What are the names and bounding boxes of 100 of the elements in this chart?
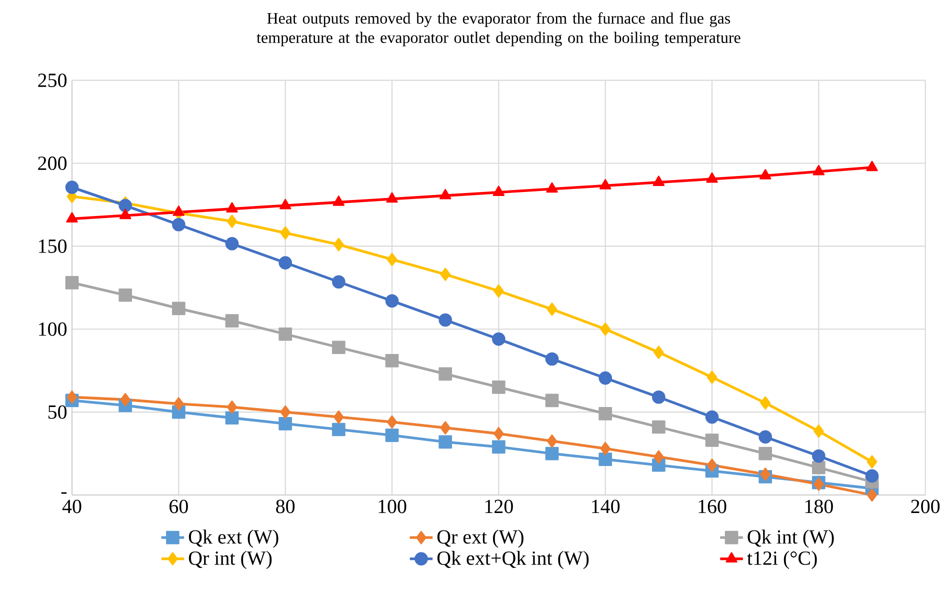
point bbox=[279, 198, 292, 210]
x-tick-label: 180 bbox=[805, 500, 833, 514]
point bbox=[65, 276, 79, 290]
point bbox=[119, 208, 132, 220]
y-tick-label: 250 bbox=[38, 74, 67, 88]
point bbox=[706, 458, 718, 472]
point bbox=[225, 237, 239, 250]
point bbox=[598, 407, 612, 420]
point bbox=[492, 332, 506, 346]
point bbox=[278, 256, 292, 270]
y-tick-label: - bbox=[61, 492, 67, 494]
x-tick-label: 160 bbox=[698, 500, 726, 514]
point bbox=[865, 469, 879, 483]
point bbox=[866, 455, 878, 468]
point bbox=[654, 346, 664, 360]
point bbox=[66, 390, 78, 404]
point bbox=[652, 390, 666, 404]
point bbox=[174, 397, 184, 410]
y-tick-label: 200 bbox=[38, 156, 67, 170]
point bbox=[385, 294, 399, 308]
point bbox=[814, 424, 824, 438]
point bbox=[492, 186, 505, 196]
point bbox=[760, 468, 771, 481]
point bbox=[332, 422, 346, 436]
point bbox=[225, 411, 239, 425]
x-tick-label: 80 bbox=[276, 500, 295, 514]
point bbox=[600, 442, 611, 456]
point bbox=[494, 284, 504, 298]
point bbox=[492, 380, 506, 394]
y-tick-label: 50 bbox=[48, 405, 67, 419]
y-tick-label: 100 bbox=[39, 322, 67, 336]
point bbox=[332, 275, 346, 289]
point bbox=[545, 446, 559, 460]
x-tick-label: 40 bbox=[62, 500, 82, 514]
point bbox=[65, 180, 79, 194]
point bbox=[440, 421, 451, 434]
point bbox=[226, 214, 238, 228]
point bbox=[120, 392, 131, 406]
y-tick-label: 150 bbox=[39, 239, 67, 253]
point bbox=[546, 434, 558, 448]
point bbox=[758, 430, 772, 444]
point bbox=[280, 226, 291, 240]
point bbox=[118, 288, 132, 302]
point bbox=[758, 446, 772, 460]
x-tick-label: 200 bbox=[911, 500, 940, 514]
chart-title: Heat outputs removed by the evaporator from the furnace and flue gas temperature at the evaporator outlet depending on the boiling temperature bbox=[256, 12, 740, 46]
point bbox=[332, 340, 346, 354]
point bbox=[438, 313, 452, 327]
legend-label: Qk ext+Qk int (W) bbox=[437, 550, 589, 569]
point bbox=[652, 176, 665, 186]
point bbox=[118, 198, 132, 212]
point bbox=[278, 327, 292, 341]
legend-label: Qk ext (W) bbox=[188, 530, 278, 548]
point bbox=[705, 434, 719, 447]
point bbox=[386, 415, 398, 429]
legend-label: Qr int (W) bbox=[188, 550, 272, 569]
point bbox=[280, 405, 291, 419]
point bbox=[172, 302, 186, 316]
point bbox=[760, 396, 771, 410]
point bbox=[866, 160, 878, 172]
point bbox=[386, 192, 398, 203]
point bbox=[66, 212, 78, 222]
legend-label: Qk int (W) bbox=[748, 530, 834, 548]
point bbox=[812, 164, 825, 176]
x-tick-label: 120 bbox=[485, 500, 513, 514]
point bbox=[385, 354, 399, 368]
point bbox=[494, 426, 504, 440]
point bbox=[546, 182, 558, 193]
point bbox=[654, 450, 664, 464]
point bbox=[438, 367, 452, 381]
point bbox=[759, 169, 772, 180]
point bbox=[439, 188, 452, 200]
point bbox=[440, 268, 451, 282]
point bbox=[278, 417, 292, 430]
point bbox=[226, 202, 238, 213]
point bbox=[492, 440, 506, 454]
point bbox=[545, 352, 559, 366]
point bbox=[438, 435, 452, 449]
x-tick-label: 140 bbox=[592, 500, 620, 514]
legend-label: t12i (°C) bbox=[747, 550, 817, 569]
legend-label: Qr ext (W) bbox=[437, 530, 524, 548]
point bbox=[652, 420, 666, 434]
point bbox=[225, 314, 239, 328]
point bbox=[706, 370, 718, 384]
point bbox=[706, 172, 718, 183]
x-tick-label: 100 bbox=[378, 500, 406, 514]
point bbox=[386, 252, 398, 266]
point bbox=[866, 488, 878, 502]
point bbox=[226, 400, 238, 414]
point bbox=[334, 238, 344, 252]
point bbox=[334, 410, 344, 424]
point bbox=[332, 196, 345, 206]
point bbox=[598, 371, 612, 385]
point bbox=[545, 394, 559, 408]
point bbox=[812, 460, 826, 474]
x-tick-label: 60 bbox=[170, 500, 188, 514]
point bbox=[812, 449, 826, 463]
point bbox=[600, 322, 611, 336]
point bbox=[546, 302, 558, 316]
point bbox=[598, 452, 612, 466]
